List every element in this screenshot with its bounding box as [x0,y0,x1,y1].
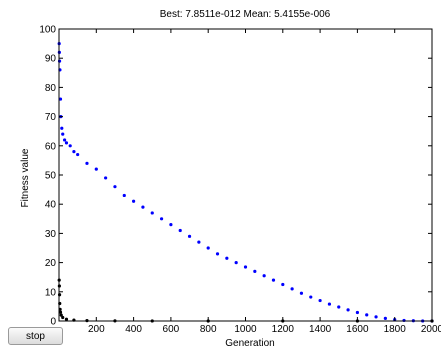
y-tick-label: 50 [45,171,57,182]
chart-title: Best: 7.8511e-012 Mean: 5.4155e-006 [160,9,331,20]
x-tick-label: 600 [163,324,180,335]
data-point [58,310,63,314]
data-point [374,315,378,319]
data-point [327,302,332,306]
data-point [132,199,136,203]
stop-button[interactable]: stop [8,327,63,345]
y-tick-label: 10 [45,287,57,298]
data-point [62,138,67,142]
y-tick-label: 80 [45,83,57,94]
x-tick-label: 1200 [272,324,295,335]
y-tick-label: 90 [45,54,57,65]
x-tick-label: 2000 [421,324,441,335]
data-point [85,161,89,165]
x-axis-label: Generation [225,338,274,349]
data-point [72,150,76,154]
data-point [299,291,304,295]
data-point [159,217,164,221]
plot-area-frame [58,28,433,322]
y-tick-label: 60 [45,141,57,152]
data-point [60,126,64,130]
data-point [59,313,63,317]
data-point [61,132,65,136]
y-tick-label: 30 [45,229,57,240]
data-point [58,97,63,101]
data-point [187,234,192,238]
data-point [215,252,220,256]
data-point [365,313,369,317]
data-point [150,211,154,215]
data-point [402,318,406,323]
data-point [113,185,117,189]
y-tick-label: 40 [45,200,57,211]
x-tick-label: 1400 [309,324,332,335]
series-0 [57,42,434,323]
data-point [61,315,65,320]
data-point [253,269,257,273]
y-tick-label: 70 [45,112,57,123]
data-point [76,152,80,157]
data-point [318,298,322,303]
x-tick-label: 1600 [346,324,369,335]
data-point [64,317,69,321]
data-point [309,295,313,299]
data-point [355,310,359,315]
x-tick-label: 800 [200,324,217,335]
data-point [68,144,72,148]
y-axis-label: Fitness value [20,148,31,207]
x-tick-label: 1000 [234,324,257,335]
data-point [57,293,62,297]
data-point [346,308,350,312]
data-point [243,265,248,269]
data-point [262,274,266,278]
data-point [337,305,341,309]
data-point [94,167,98,171]
data-point [290,287,294,291]
data-point [64,141,69,145]
x-tick-label: 200 [88,324,105,335]
data-point [225,256,229,260]
x-tick-label: 400 [125,324,142,335]
data-point [169,223,173,227]
plot-marks [57,42,434,323]
y-tick-label: 100 [39,25,56,36]
y-tick-label: 0 [50,317,56,328]
y-tick-label: 20 [45,258,57,269]
data-point [178,228,182,233]
data-point [234,261,238,265]
data-point [197,240,201,244]
data-point [281,282,285,287]
data-point [271,278,276,282]
data-point [104,176,108,180]
data-point [141,205,145,209]
x-tick-label: 1800 [384,324,407,335]
data-point [122,193,126,198]
data-point [57,59,62,63]
axis-ticks: 0 10 20 30 40 50 60 70 80 90 100 200 400 600 800 1000 12… [39,25,441,336]
data-point [206,246,210,250]
data-point [383,316,387,320]
